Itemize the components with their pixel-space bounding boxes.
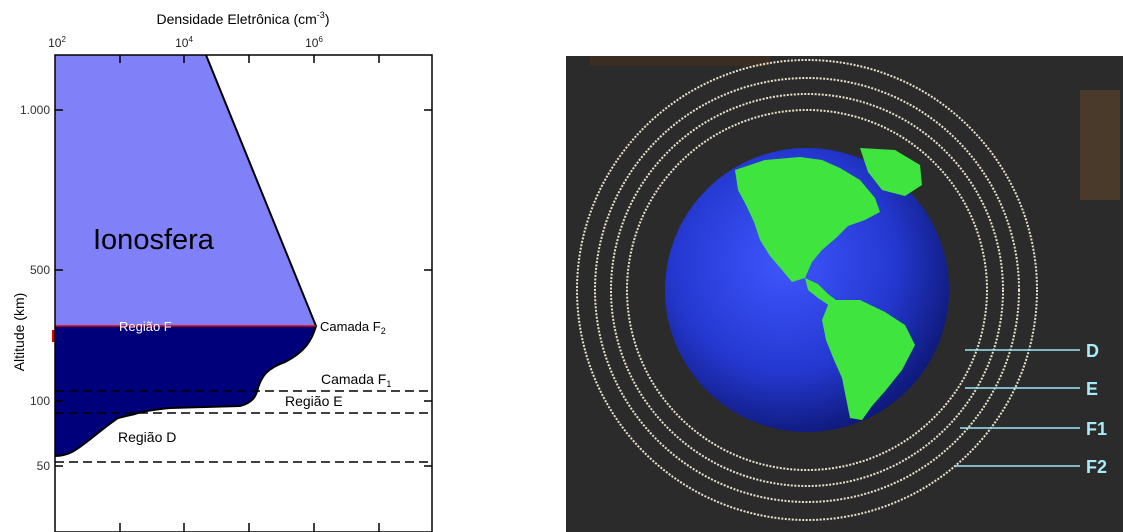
x-tick-label-1e4: 104 (175, 35, 193, 50)
earth-layers-diagram: D E F1 F2 (566, 56, 1123, 532)
y-ticks-left (55, 109, 63, 467)
x-tick-label-1e6: 106 (305, 35, 323, 50)
ring-d (626, 109, 988, 471)
layer-leader-lines (955, 349, 1080, 467)
north-america (735, 157, 880, 282)
chart-title-sup: -3 (317, 10, 325, 20)
layer-label-e: E (1086, 379, 1098, 399)
layer-f1-label: Camada F1 (321, 371, 391, 389)
ionosphere-label: Ionosfera (93, 224, 215, 256)
layer-f2-label: Camada F2 (320, 319, 386, 336)
background-smudge-right (1080, 90, 1120, 200)
ionosphere-rings (576, 59, 1038, 521)
y-axis-label: Altitude (km) (11, 293, 27, 372)
x-ticks-bottom (119, 523, 380, 532)
greenland (860, 148, 922, 196)
x-ticks-top (119, 55, 380, 63)
ring-f1 (594, 77, 1020, 503)
region-f-label: Região F (119, 319, 172, 334)
background-smudge-top (590, 56, 770, 66)
y-tick-label-500: 500 (30, 263, 50, 277)
layer-label-d: D (1086, 341, 1099, 361)
ionosphere-density-chart: Densidade Eletrônica (cm-3) 102 104 106 (11, 10, 433, 532)
layer-label-f2: F2 (1086, 457, 1107, 477)
continents (735, 148, 922, 420)
density-profile-curve (54, 54, 318, 457)
ionosphere-upper-area (55, 55, 316, 326)
south-america (822, 300, 915, 420)
chart-title: Densidade Eletrônica (cm-3) (157, 10, 330, 27)
ring-e (610, 93, 1004, 487)
central-america (805, 278, 836, 306)
ring-f2 (576, 59, 1038, 521)
layer-label-f1: F1 (1086, 419, 1107, 439)
y-tick-label-100: 100 (30, 394, 50, 408)
y-tick-label-50: 50 (37, 459, 51, 473)
plot-frame (54, 54, 433, 532)
chart-title-close: ) (325, 11, 330, 27)
y-ticks-right (424, 109, 432, 467)
region-e-label: Região E (285, 393, 343, 409)
x-tick-label-1e2: 102 (48, 35, 66, 50)
region-f-marker (52, 330, 56, 342)
region-d-label: Região D (118, 429, 176, 445)
y-tick-label-1000: 1.000 (20, 103, 50, 117)
